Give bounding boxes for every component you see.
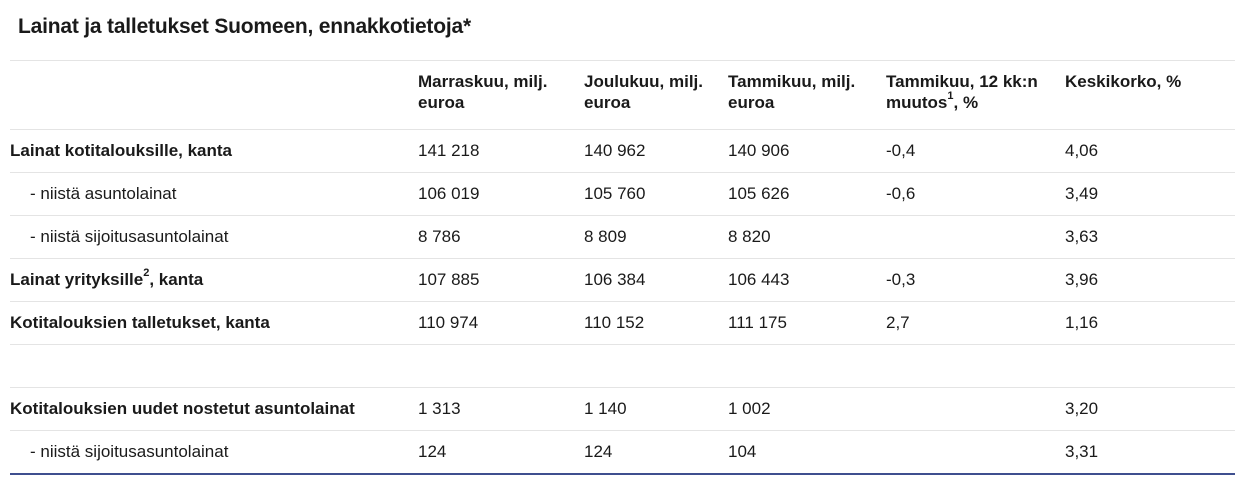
cell-january: 1 002 <box>728 387 886 431</box>
cell-january: 104 <box>728 430 886 475</box>
row-label: Kotitalouksien uudet nostetut asuntolain… <box>10 387 418 431</box>
cell-december: 106 384 <box>584 258 728 302</box>
header-november: Marraskuu, milj. euroa <box>418 60 584 130</box>
cell-december: 124 <box>584 430 728 475</box>
cell-interest-rate: 3,63 <box>1065 215 1235 259</box>
cell-december: 110 152 <box>584 301 728 345</box>
header-change: Tammikuu, 12 kk:n muutos1, % <box>886 60 1065 130</box>
cell-change: -0,6 <box>886 172 1065 216</box>
cell-november: 124 <box>418 430 584 475</box>
cell-change <box>886 387 1065 431</box>
header-december: Joulukuu, milj. euroa <box>584 60 728 130</box>
cell-january: 140 906 <box>728 129 886 173</box>
cell-december: 105 760 <box>584 172 728 216</box>
table-row: Kotitalouksien talletukset, kanta 110 97… <box>10 301 1235 345</box>
header-january: Tammikuu, milj. euroa <box>728 60 886 130</box>
header-interest-rate: Keskikorko, % <box>1065 60 1235 130</box>
cell-interest-rate: 3,31 <box>1065 430 1235 475</box>
cell-interest-rate: 3,49 <box>1065 172 1235 216</box>
cell-november: 107 885 <box>418 258 584 302</box>
loans-deposits-table: Marraskuu, milj. euroa Joulukuu, milj. e… <box>10 60 1235 475</box>
cell-november: 106 019 <box>418 172 584 216</box>
header-change-text: Tammikuu, 12 kk:n muutos <box>886 72 1038 112</box>
table-header-row: Marraskuu, milj. euroa Joulukuu, milj. e… <box>10 60 1235 130</box>
cell-change: -0,3 <box>886 258 1065 302</box>
cell-january: 105 626 <box>728 172 886 216</box>
header-label <box>10 60 418 130</box>
cell-change: 2,7 <box>886 301 1065 345</box>
cell-interest-rate: 3,20 <box>1065 387 1235 431</box>
cell-interest-rate: 3,96 <box>1065 258 1235 302</box>
table-row: - niistä sijoitusasuntolainat 8 786 8 80… <box>10 215 1235 259</box>
cell-december: 140 962 <box>584 129 728 173</box>
spacer-row <box>10 344 1235 388</box>
row-label: Kotitalouksien talletukset, kanta <box>10 301 418 345</box>
footnote-2: 2 <box>143 267 150 280</box>
row-label: - niistä sijoitusasuntolainat <box>10 430 418 475</box>
header-change-unit: , % <box>953 93 979 112</box>
cell-november: 8 786 <box>418 215 584 259</box>
cell-change <box>886 430 1065 475</box>
cell-november: 110 974 <box>418 301 584 345</box>
page-title: Lainat ja talletukset Suomeen, ennakkoti… <box>18 15 471 38</box>
table-row: Lainat kotitalouksille, kanta 141 218 14… <box>10 129 1235 173</box>
row-label: - niistä sijoitusasuntolainat <box>10 215 418 259</box>
footnote-1: 1 <box>947 90 954 103</box>
cell-january: 111 175 <box>728 301 886 345</box>
table-row: Kotitalouksien uudet nostetut asuntolain… <box>10 387 1235 431</box>
cell-january: 8 820 <box>728 215 886 259</box>
table-row: Lainat yrityksille2, kanta 107 885 106 3… <box>10 258 1235 302</box>
row-label: Lainat yrityksille2, kanta <box>10 258 418 302</box>
cell-change <box>886 215 1065 259</box>
table-row: - niistä asuntolainat 106 019 105 760 10… <box>10 172 1235 216</box>
row-label: - niistä asuntolainat <box>10 172 418 216</box>
row-label: Lainat kotitalouksille, kanta <box>10 129 418 173</box>
cell-january: 106 443 <box>728 258 886 302</box>
cell-november: 141 218 <box>418 129 584 173</box>
cell-interest-rate: 4,06 <box>1065 129 1235 173</box>
cell-december: 8 809 <box>584 215 728 259</box>
row-label-suffix: , kanta <box>149 270 204 289</box>
cell-change: -0,4 <box>886 129 1065 173</box>
cell-december: 1 140 <box>584 387 728 431</box>
table-row: - niistä sijoitusasuntolainat 124 124 10… <box>10 430 1235 475</box>
cell-interest-rate: 1,16 <box>1065 301 1235 345</box>
row-label-text: Lainat yrityksille <box>10 270 144 289</box>
cell-november: 1 313 <box>418 387 584 431</box>
